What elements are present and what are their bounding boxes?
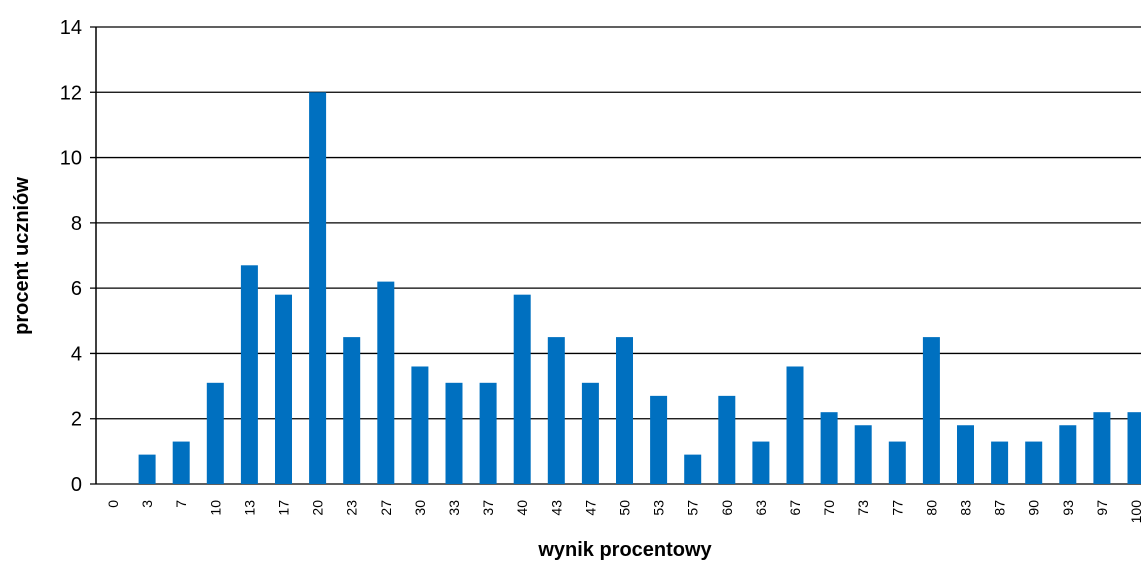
y-tick-label: 14 — [60, 17, 82, 39]
x-tick-label: 20 — [310, 500, 326, 516]
bar-23 — [343, 337, 361, 484]
x-tick-label: 97 — [1094, 500, 1110, 516]
bar-100 — [1127, 412, 1141, 484]
bar-70 — [820, 412, 838, 484]
x-tick-label: 53 — [651, 500, 667, 516]
x-tick-label: 7 — [173, 500, 189, 508]
x-tick-label: 30 — [412, 500, 428, 516]
bar-13 — [240, 265, 258, 484]
bar-57 — [684, 454, 702, 484]
y-tick-label: 0 — [71, 474, 82, 496]
x-tick-label: 93 — [1060, 500, 1076, 516]
bar-63 — [752, 441, 770, 484]
bar-53 — [650, 395, 668, 484]
x-tick-label: 77 — [889, 500, 905, 516]
bar-80 — [922, 337, 940, 484]
bar-73 — [854, 425, 872, 484]
x-tick-label: 0 — [105, 500, 121, 508]
y-tick-label: 2 — [71, 409, 82, 431]
y-tick-label: 10 — [60, 148, 82, 170]
x-tick-label: 17 — [276, 500, 292, 516]
bar-33 — [445, 382, 463, 484]
x-tick-label: 13 — [241, 500, 257, 516]
x-tick-labels: 0 3 7 10 13 17 20 23 27 30 33 37 40 43 47 50 53 57 60 63 67 7… — [105, 500, 1141, 524]
gridlines — [90, 26, 1141, 485]
x-tick-label: 67 — [787, 500, 803, 516]
y-tick-labels: 0 2 4 6 8 10 12 14 — [60, 17, 82, 496]
x-tick-label: 63 — [753, 500, 769, 516]
x-tick-label: 80 — [923, 500, 939, 516]
x-axis-title: wynik procentowy — [537, 539, 712, 561]
x-tick-label: 40 — [514, 500, 530, 516]
bar-93 — [1059, 425, 1077, 484]
y-tick-label: 8 — [71, 213, 82, 235]
x-tick-label: 47 — [582, 500, 598, 516]
x-tick-label: 83 — [958, 500, 974, 516]
y-tick-label: 6 — [71, 278, 82, 300]
bar-7 — [172, 441, 190, 484]
bar-40 — [513, 294, 531, 484]
x-tick-label: 73 — [855, 500, 871, 516]
x-tick-label: 50 — [617, 500, 633, 516]
bar-97 — [1093, 412, 1111, 484]
bar-47 — [581, 382, 599, 484]
x-tick-label: 87 — [992, 500, 1008, 516]
bar-20 — [309, 92, 327, 485]
bar-83 — [957, 425, 974, 484]
x-tick-label: 3 — [139, 500, 155, 508]
bar-90 — [1025, 441, 1043, 484]
x-tick-label: 43 — [548, 500, 564, 516]
bar-50 — [616, 337, 633, 484]
x-tick-label: 27 — [378, 500, 394, 516]
x-tick-label: 23 — [344, 500, 360, 516]
x-tick-label: 10 — [207, 500, 223, 516]
y-tick-label: 4 — [71, 343, 82, 365]
x-tick-label: 100 — [1128, 500, 1141, 524]
x-tick-label: 70 — [821, 500, 837, 516]
bar-60 — [718, 395, 736, 484]
y-axis-title: procent uczniów — [11, 177, 33, 335]
x-tick-label: 90 — [1026, 500, 1042, 516]
x-tick-label: 57 — [685, 500, 701, 516]
bars — [138, 92, 1141, 485]
y-tick-label: 12 — [60, 82, 82, 104]
x-tick-label: 33 — [446, 500, 462, 516]
x-tick-label: 37 — [480, 500, 496, 516]
bar-17 — [275, 294, 292, 484]
bar-67 — [786, 366, 804, 484]
bar-37 — [479, 382, 497, 484]
bar-30 — [411, 366, 429, 484]
bar-10 — [206, 382, 224, 484]
bar-77 — [888, 441, 906, 484]
bar-87 — [991, 441, 1009, 484]
bar-3 — [138, 454, 156, 484]
x-tick-label: 60 — [719, 500, 735, 516]
bar-43 — [547, 337, 565, 484]
bar-27 — [377, 281, 395, 484]
